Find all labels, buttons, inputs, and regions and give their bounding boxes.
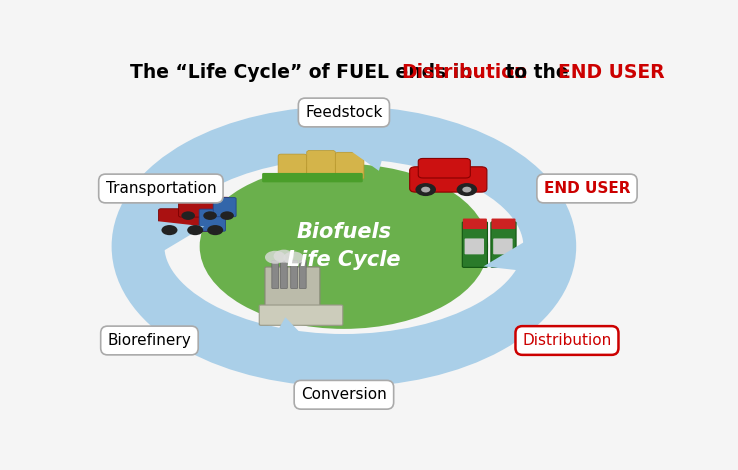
FancyBboxPatch shape [291, 260, 297, 289]
Text: Biorefinery: Biorefinery [108, 333, 191, 348]
Text: Conversion: Conversion [301, 387, 387, 402]
Text: END USER: END USER [544, 181, 630, 196]
Text: Distribution: Distribution [523, 333, 612, 348]
Text: Biofuels
Life Cycle: Biofuels Life Cycle [287, 222, 401, 270]
FancyBboxPatch shape [159, 209, 218, 232]
FancyBboxPatch shape [179, 197, 230, 217]
Polygon shape [262, 317, 315, 358]
Circle shape [462, 187, 472, 193]
FancyBboxPatch shape [199, 209, 226, 231]
Polygon shape [341, 128, 390, 171]
Polygon shape [137, 219, 204, 251]
FancyBboxPatch shape [493, 238, 513, 254]
Circle shape [162, 225, 177, 235]
FancyBboxPatch shape [300, 260, 306, 289]
FancyBboxPatch shape [278, 154, 307, 180]
FancyBboxPatch shape [463, 219, 487, 229]
Text: Transportation: Transportation [106, 181, 216, 196]
Circle shape [415, 183, 436, 196]
FancyBboxPatch shape [492, 219, 516, 229]
Circle shape [265, 251, 286, 264]
FancyBboxPatch shape [262, 173, 363, 182]
Circle shape [457, 183, 477, 196]
Circle shape [274, 250, 294, 263]
Text: The “Life Cycle” of FUEL ends in: The “Life Cycle” of FUEL ends in [131, 63, 480, 82]
FancyBboxPatch shape [213, 197, 236, 217]
FancyBboxPatch shape [272, 260, 279, 289]
Circle shape [203, 212, 217, 220]
Ellipse shape [195, 161, 493, 331]
FancyBboxPatch shape [307, 150, 335, 180]
Circle shape [187, 225, 203, 235]
Circle shape [283, 251, 304, 265]
FancyBboxPatch shape [259, 305, 342, 325]
FancyBboxPatch shape [465, 238, 484, 254]
Ellipse shape [200, 164, 488, 329]
FancyBboxPatch shape [491, 222, 516, 267]
Text: Feedstock: Feedstock [306, 105, 382, 120]
FancyBboxPatch shape [410, 167, 487, 192]
Circle shape [182, 212, 195, 220]
FancyBboxPatch shape [265, 267, 320, 313]
Text: Distribution: Distribution [401, 63, 527, 82]
FancyBboxPatch shape [335, 152, 364, 180]
Circle shape [220, 212, 234, 220]
Circle shape [207, 225, 223, 235]
FancyBboxPatch shape [418, 158, 470, 178]
Text: END USER: END USER [558, 63, 664, 82]
Circle shape [421, 187, 430, 193]
FancyBboxPatch shape [280, 260, 287, 289]
Text: to the: to the [499, 63, 575, 82]
FancyBboxPatch shape [462, 222, 488, 267]
Polygon shape [483, 242, 551, 274]
